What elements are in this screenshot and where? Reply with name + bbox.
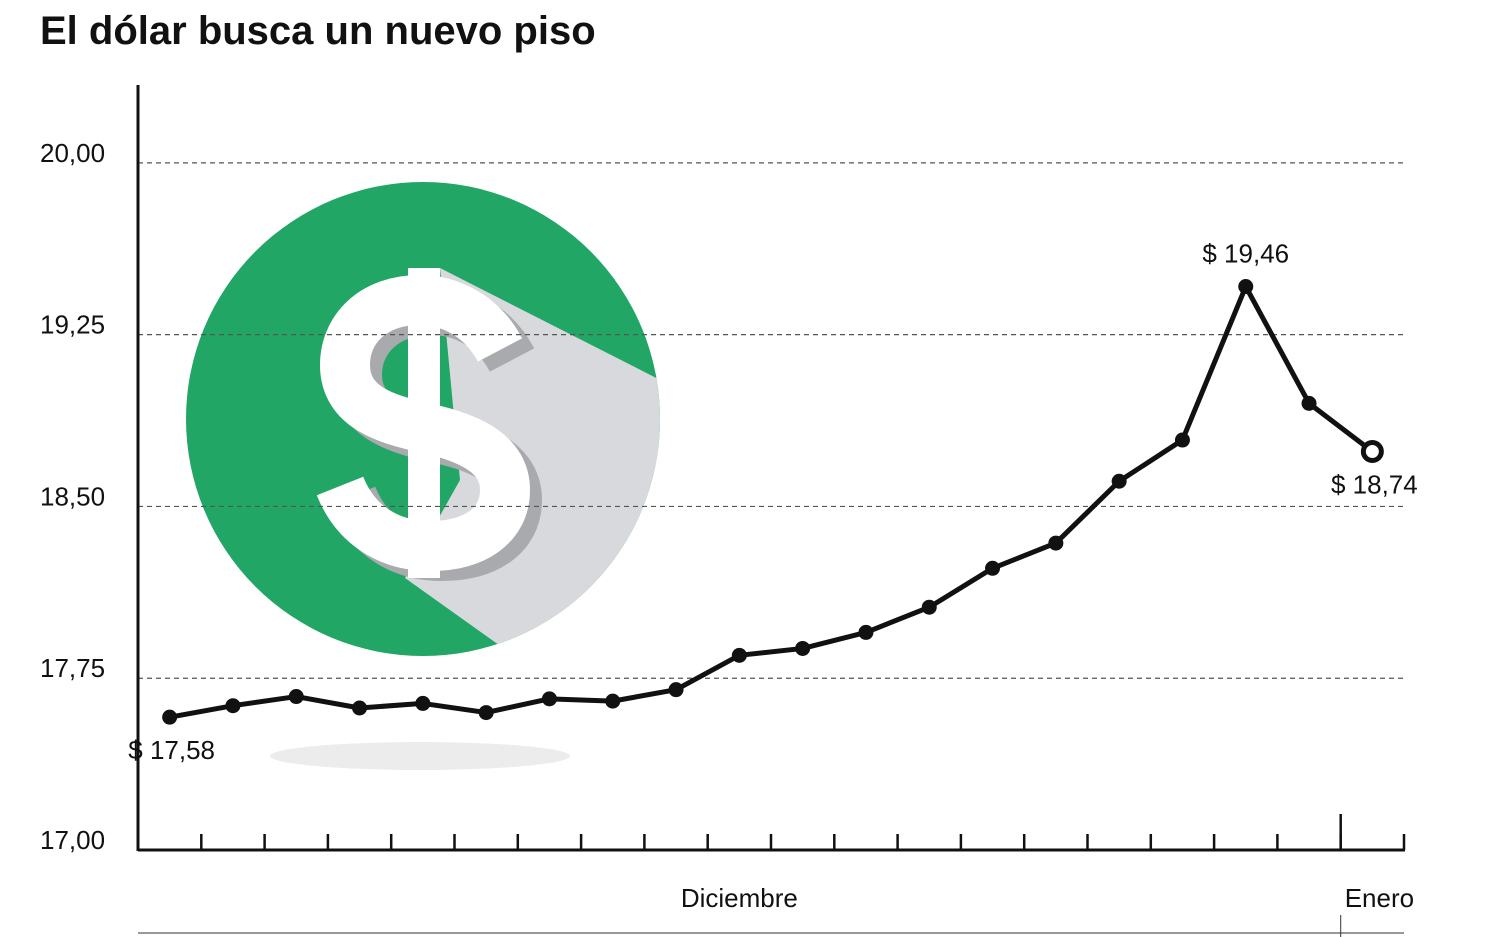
- point: [858, 624, 874, 640]
- point: [605, 693, 621, 709]
- point: [352, 700, 368, 716]
- point: [1301, 395, 1317, 411]
- value-label: $ 17,58: [128, 735, 215, 765]
- point: [1360, 439, 1384, 463]
- month-label: Enero: [1345, 883, 1414, 913]
- chart-title: El dólar busca un nuevo piso: [40, 9, 596, 53]
- line: [169, 284, 1374, 720]
- value-label: $ 19,46: [1202, 239, 1289, 269]
- point: [731, 647, 747, 663]
- icon-s: [316, 274, 531, 572]
- point: [1174, 432, 1190, 448]
- point: [288, 689, 304, 705]
- point: [1238, 279, 1254, 295]
- point: [1048, 535, 1064, 551]
- point: [668, 682, 684, 698]
- point: [985, 560, 1001, 576]
- point: [225, 698, 241, 714]
- dollar-icon: [186, 182, 660, 770]
- y-tick-label: 18,50: [40, 481, 105, 511]
- value-label: $ 18,74: [1331, 469, 1418, 499]
- y-tick-label: 17,75: [40, 653, 105, 683]
- point: [478, 705, 494, 721]
- month-label: Diciembre: [681, 883, 798, 913]
- y-tick-label: 19,25: [40, 310, 105, 340]
- point: [795, 640, 811, 656]
- point: [415, 695, 431, 711]
- icon-shadow: [270, 742, 570, 770]
- point: [1111, 473, 1127, 489]
- point: [541, 691, 557, 707]
- y-tick-label: 20,00: [40, 138, 105, 168]
- point: [921, 599, 937, 615]
- point: [162, 709, 178, 725]
- y-tick-label: 17,00: [40, 825, 105, 855]
